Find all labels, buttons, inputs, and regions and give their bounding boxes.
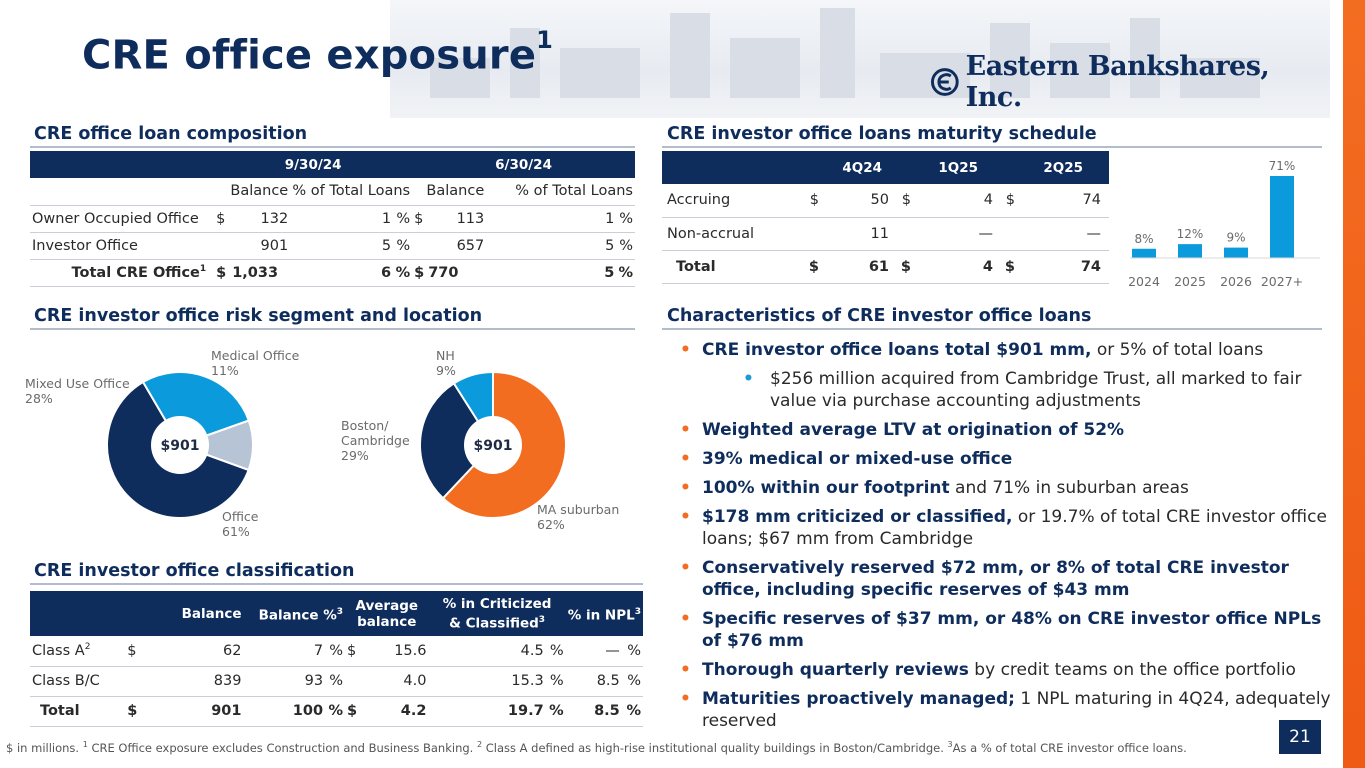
classification-heading: CRE investor office classification (34, 561, 355, 581)
pie-label-nh: NH 9% (436, 348, 456, 378)
bar-value-label: 71% (1269, 159, 1296, 173)
characteristics-rule (662, 328, 1322, 330)
bar-2025 (1178, 244, 1202, 258)
composition-table: 9/30/24 6/30/24 Balance % of Total Loans… (30, 151, 635, 287)
orange-accent-bar (1343, 0, 1365, 768)
bullet-item: • Conservatively reserved $72 mm, or 8% o… (680, 558, 1289, 600)
table-row: Non-accrual 11 — — (662, 217, 1109, 251)
table-row: Accruing $ 50 $ 4 $ 74 (662, 184, 1109, 218)
table-row: Class B/C 839 93 % 4.0 15.3 % 8.5 % (30, 666, 643, 697)
pie-label-ma-suburban: MA suburban 62% (537, 502, 620, 532)
bullet-item: • Weighted average LTV at origination of … (680, 420, 1125, 440)
classification-rule (30, 583, 643, 585)
bullet-dot-icon: • (680, 449, 691, 469)
bullet-item: • 100% within our footprint and 71% in su… (680, 478, 1189, 498)
col-pct-a: % of Total Loans (290, 178, 413, 206)
bar-category-label: 2024 (1128, 274, 1160, 289)
characteristics-heading: Characteristics of CRE investor office l… (667, 306, 1092, 326)
col-balance-a: Balance (214, 178, 291, 206)
col-balance-pct: Balance %3 (258, 606, 344, 624)
bar-category-label: 2027+ (1261, 274, 1303, 289)
header-skyline-image (390, 0, 1330, 118)
col-balance-b: Balance (412, 178, 487, 206)
maturity-bar-chart: 8% 2024 12% 2025 9% 2026 71% 2027+ (1128, 159, 1320, 289)
bullet-dot-icon: • (680, 609, 691, 629)
col-criticized: % in Criticized & Classified3 (442, 595, 552, 632)
risk-heading: CRE investor office risk segment and loc… (34, 306, 483, 326)
bullet-item: • Thorough quarterly reviews by credit te… (680, 660, 1296, 680)
sub-bullet-dot-icon: • (743, 369, 754, 389)
classification-table: Balance Balance %3 Average balance % in C… (30, 591, 643, 727)
bullet-dot-icon: • (680, 420, 691, 440)
segment-pie-chart: $901 (106, 371, 254, 519)
logo-text: Eastern Bankshares, Inc. (965, 51, 1270, 113)
pie-label-mixed-use: Mixed Use Office 28% (25, 376, 130, 406)
bullet-item: • 39% medical or mixed-use office (680, 449, 1013, 469)
quarter-header: 2Q25 (1043, 159, 1083, 176)
total-row: Total $ 901 100 % $ 4.2 19.7 % 8.5 % (30, 696, 643, 727)
bullet-item: • $178 mm criticized or classified, or 19… (680, 507, 1327, 549)
maturity-rule (662, 146, 1322, 148)
pie-center-label: $901 (161, 438, 200, 454)
bullet-item: • CRE investor office loans total $901 mm… (680, 340, 1264, 360)
bar-2026 (1224, 247, 1248, 258)
col-pct-b: % of Total Loans (486, 178, 635, 206)
risk-rule (30, 328, 635, 330)
composition-rule (30, 146, 635, 148)
bullet-dot-icon: • (680, 660, 691, 680)
table-row: Owner Occupied Office $ 132 1 % $ 113 1 … (30, 205, 635, 233)
page-title: CRE office exposure1 (82, 26, 554, 79)
maturity-table: 4Q24 1Q25 2Q25 Accruing $ 50 $ 4 $ 74 No… (662, 151, 1109, 284)
col-balance: Balance (181, 605, 242, 622)
location-pie-chart: $901 (419, 370, 567, 519)
pie-slice (177, 419, 254, 472)
sub-bullet-item: • $256 million acquired from Cambridge Tr… (743, 369, 1302, 411)
bullet-item: • Maturities proactively managed; 1 NPL m… (680, 689, 1331, 731)
table-row: Class A2 $ 62 7 % $ 15.6 4.5 % — % (30, 636, 643, 667)
total-row: Total $ 61 $ 4 $ 74 (662, 250, 1109, 284)
pie-label-medical: Medical Office 11% (211, 348, 300, 378)
logo-mark-icon (930, 68, 959, 96)
quarter-header: 1Q25 (938, 159, 978, 176)
bullet-dot-icon: • (680, 507, 691, 527)
bar-value-label: 9% (1226, 231, 1245, 245)
pie-slice (419, 381, 495, 500)
company-logo: Eastern Bankshares, Inc. (930, 51, 1330, 113)
bar-2024 (1132, 248, 1156, 258)
col-npl: % in NPL3 (567, 606, 641, 624)
page-number: 21 (1279, 720, 1321, 754)
bar-value-label: 8% (1134, 232, 1153, 246)
pie-center-hole (464, 416, 522, 474)
bullet-dot-icon: • (680, 558, 691, 578)
bullet-dot-icon: • (680, 478, 691, 498)
pie-center-label: $901 (474, 438, 513, 454)
pie-center-hole (151, 416, 209, 474)
bar-category-label: 2025 (1174, 274, 1206, 289)
pie-label-boston: Boston/Cambridge 29% (341, 418, 410, 463)
period-b-header: 6/30/24 (495, 156, 552, 173)
total-row: Total CRE Office1 $ 1,033 6 % $ 770 5 % (30, 259, 635, 287)
composition-heading: CRE office loan composition (34, 124, 308, 144)
table-row: Investor Office 901 5 % 657 5 % (30, 232, 635, 260)
quarter-header: 4Q24 (842, 159, 882, 176)
bar-value-label: 12% (1177, 227, 1204, 241)
period-a-header: 9/30/24 (284, 156, 342, 173)
maturity-heading: CRE investor office loans maturity sched… (667, 124, 1097, 144)
characteristics-bullets: • CRE investor office loans total $901 mm… (680, 339, 1340, 739)
bullet-item: • Specific reserves of $37 mm, or 48% on … (680, 609, 1322, 651)
bullet-dot-icon: • (680, 340, 691, 360)
pie-label-office: Office 61% (222, 509, 259, 539)
col-average-balance: Average balance (355, 597, 419, 630)
bar-category-label: 2026 (1220, 274, 1252, 289)
bar-2027+ (1270, 176, 1294, 258)
bullet-dot-icon: • (680, 689, 691, 709)
footnote: $ in millions. 1 CRE Office exposure exc… (6, 740, 1187, 755)
